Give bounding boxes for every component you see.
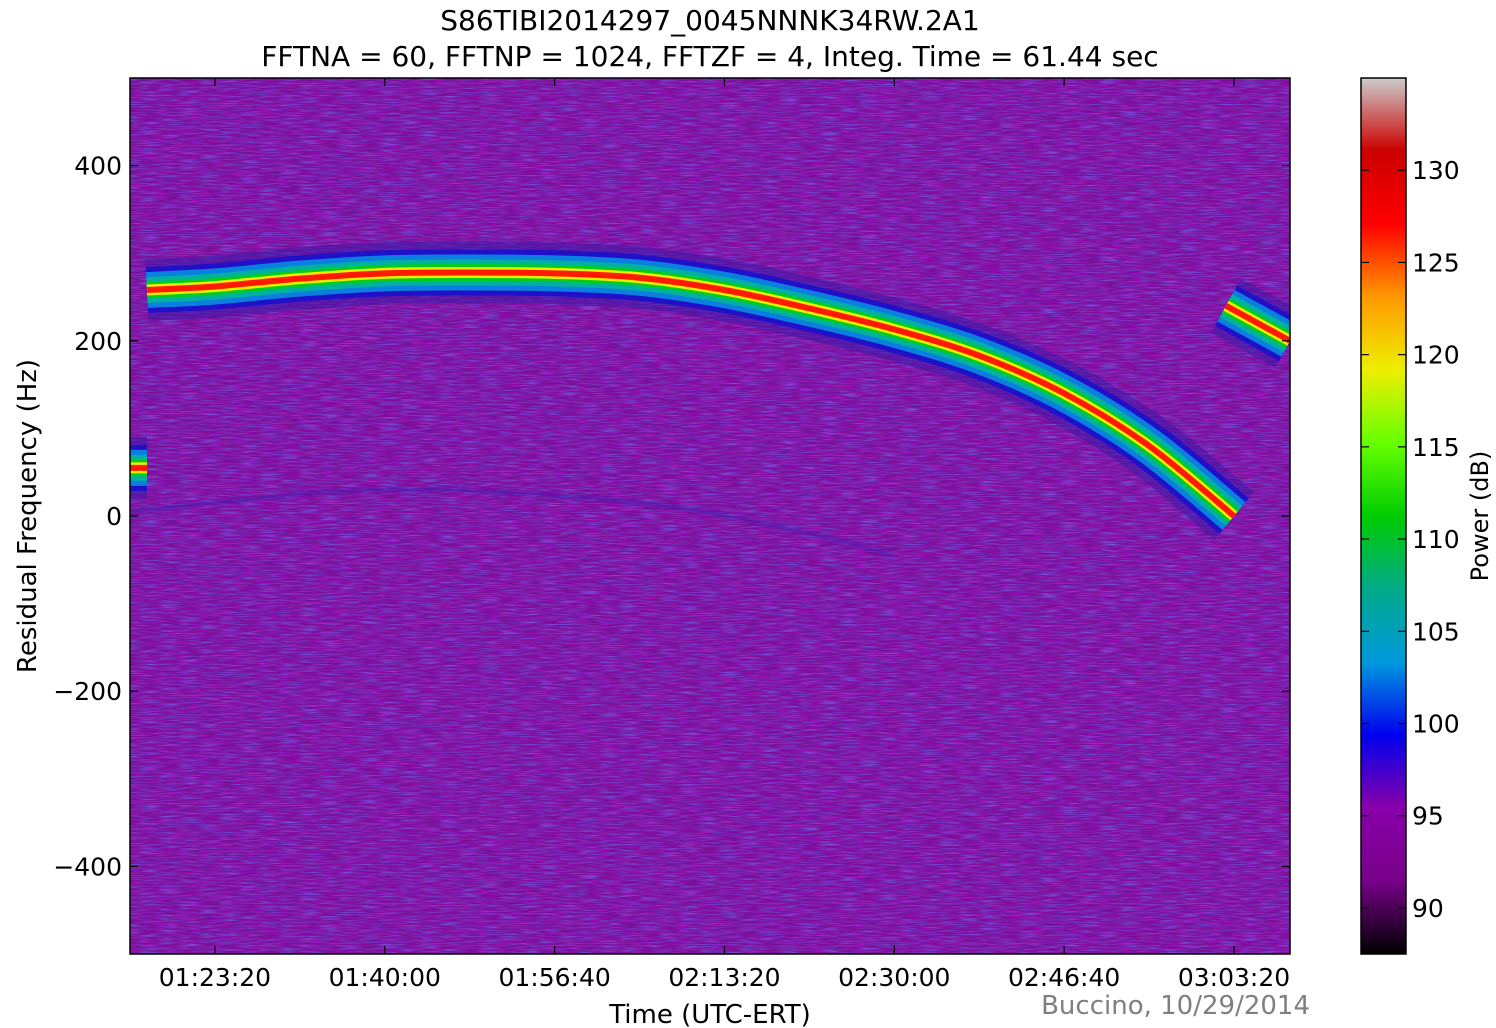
colorbar-tick-label: 95 bbox=[1412, 802, 1444, 831]
signal-tracks bbox=[130, 241, 1290, 557]
colorbar: 90 95 100 105 110 115 120 125 130 bbox=[1360, 77, 1460, 955]
colorbar-gradient bbox=[1361, 78, 1406, 954]
y-tick-label: 0 bbox=[106, 502, 122, 531]
credit-text: Buccino, 10/29/2014 bbox=[1041, 991, 1310, 1021]
signal-band bbox=[146, 269, 1236, 519]
signal-track-main bbox=[145, 241, 1254, 540]
chart-subtitle: FFTNA = 60, FFTNP = 1024, FFTZF = 4, Int… bbox=[261, 40, 1158, 73]
x-tick-label: 01:56:40 bbox=[498, 963, 610, 992]
colorbar-ticks: 90 95 100 105 110 115 120 125 130 bbox=[1361, 156, 1460, 923]
y-tick-label: −400 bbox=[53, 852, 122, 881]
y-axis: 400 200 0 −200 −400 bbox=[53, 152, 1290, 881]
signal-band bbox=[1224, 303, 1290, 344]
y-axis-label: Residual Frequency (Hz) bbox=[13, 359, 43, 673]
faint-trace bbox=[130, 488, 895, 557]
x-tick-label: 01:23:20 bbox=[159, 963, 271, 992]
colorbar-tick-label: 120 bbox=[1412, 341, 1460, 370]
noise-texture-fine bbox=[130, 78, 1290, 954]
colorbar-frame bbox=[1360, 77, 1407, 955]
plot-area bbox=[130, 78, 1290, 954]
x-tick-label: 02:46:40 bbox=[1008, 963, 1120, 992]
colorbar-tick-label: 125 bbox=[1412, 248, 1460, 277]
colorbar-tick-label: 90 bbox=[1412, 894, 1444, 923]
y-tick-label: −200 bbox=[53, 677, 122, 706]
x-tick-label: 03:03:20 bbox=[1178, 963, 1290, 992]
x-axis: 01:23:20 01:40:00 01:56:40 02:13:20 02:30:00… bbox=[159, 78, 1290, 992]
x-tick-label: 02:30:00 bbox=[838, 963, 950, 992]
colorbar-tick-label: 130 bbox=[1412, 156, 1460, 185]
x-axis-label: Time (UTC-ERT) bbox=[608, 1000, 811, 1028]
y-tick-label: 400 bbox=[74, 152, 122, 181]
colorbar-tick-label: 105 bbox=[1412, 617, 1460, 646]
signal-track-late bbox=[1211, 278, 1290, 368]
colorbar-label: Power (dB) bbox=[1466, 451, 1494, 582]
x-tick-label: 02:13:20 bbox=[668, 963, 780, 992]
x-tick-label: 01:40:00 bbox=[329, 963, 441, 992]
colorbar-tick-label: 110 bbox=[1412, 525, 1460, 554]
colorbar-tick-label: 100 bbox=[1412, 709, 1460, 738]
y-tick-label: 200 bbox=[74, 327, 122, 356]
chart-title: S86TIBI2014297_0045NNNK34RW.2A1 bbox=[440, 4, 980, 37]
colorbar-tick-label: 115 bbox=[1412, 433, 1460, 462]
